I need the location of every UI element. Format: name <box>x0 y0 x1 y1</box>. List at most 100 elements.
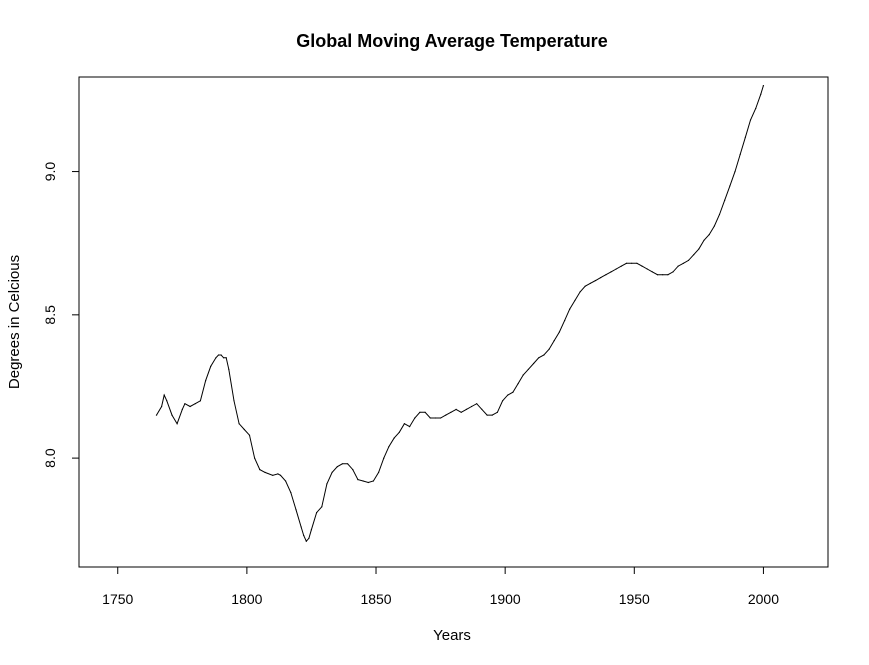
data-point <box>393 437 395 439</box>
data-point <box>419 411 421 413</box>
axis-ticks: 1750 1800 1850 1900 1950 2000 8.0 8.5 9.0 <box>42 162 779 607</box>
data-point <box>383 457 385 459</box>
data-point <box>471 405 473 408</box>
data-point <box>579 291 581 293</box>
data-point <box>595 279 597 282</box>
data-point <box>243 428 245 431</box>
data-point <box>184 403 186 405</box>
data-point <box>558 331 561 333</box>
data-point <box>341 463 343 465</box>
data-point <box>228 368 230 370</box>
data-point <box>496 411 498 413</box>
data-point <box>254 457 256 459</box>
data-point <box>589 282 592 284</box>
data-point <box>403 423 405 425</box>
data-point <box>215 357 217 359</box>
data-point <box>163 394 165 396</box>
data-point <box>429 417 431 419</box>
data-point <box>762 85 765 87</box>
data-point <box>682 262 685 264</box>
data-point <box>238 423 240 425</box>
data-point <box>434 417 436 419</box>
data-point <box>367 481 369 484</box>
data-point <box>708 234 710 236</box>
data-point <box>326 483 328 485</box>
data-point <box>693 254 695 256</box>
data-point <box>176 423 178 425</box>
data-point <box>739 153 741 155</box>
data-point <box>308 537 310 539</box>
data-point <box>491 414 493 416</box>
data-point <box>465 408 467 410</box>
data-point <box>233 400 235 402</box>
data-point <box>248 434 251 436</box>
data-point <box>316 511 318 514</box>
data-point <box>755 107 757 110</box>
data-point <box>744 136 747 138</box>
data-point <box>512 391 514 393</box>
data-point <box>225 357 227 359</box>
data-point <box>171 414 173 416</box>
data-point <box>502 400 504 402</box>
data-point <box>698 248 700 250</box>
data-point <box>199 400 201 402</box>
x-tick-label: 1950 <box>619 591 650 607</box>
data-point <box>357 479 359 481</box>
data-point <box>749 119 752 121</box>
data-point <box>687 259 690 261</box>
data-point <box>194 403 196 405</box>
data-point <box>724 199 726 201</box>
data-point <box>277 473 279 475</box>
data-point <box>760 93 762 95</box>
data-point <box>517 383 519 385</box>
data-point <box>388 446 390 448</box>
data-point <box>656 274 659 276</box>
data-point <box>713 225 716 227</box>
data-point <box>378 471 380 473</box>
data-point <box>564 320 566 322</box>
data-point <box>646 268 648 270</box>
data-point <box>553 340 555 342</box>
data-point <box>181 408 183 410</box>
data-point <box>543 354 545 356</box>
data-point <box>569 308 571 310</box>
data-point <box>189 405 191 408</box>
data-point <box>279 474 282 476</box>
data-point <box>205 380 207 382</box>
series-line <box>156 85 764 543</box>
data-point <box>445 414 447 416</box>
data-point <box>574 299 576 302</box>
data-point <box>641 265 643 267</box>
data-point <box>398 431 400 433</box>
data-point <box>625 262 628 264</box>
data-point <box>352 469 354 471</box>
data-point <box>734 171 736 173</box>
x-tick-label: 2000 <box>748 591 779 607</box>
data-point <box>455 408 457 410</box>
x-tick-label: 1900 <box>490 591 521 607</box>
x-axis-label: Years <box>433 627 471 644</box>
data-point <box>522 374 524 376</box>
data-point <box>336 466 338 468</box>
data-point <box>636 262 638 264</box>
data-point <box>372 480 374 482</box>
data-point <box>584 285 586 287</box>
data-point <box>259 469 261 471</box>
data-point <box>161 405 163 408</box>
data-point <box>486 414 488 416</box>
data-point <box>481 408 483 410</box>
data-point <box>272 474 274 476</box>
data-point <box>615 268 617 270</box>
x-tick-label: 1750 <box>102 591 133 607</box>
data-point <box>300 526 302 528</box>
data-point <box>703 239 705 241</box>
data-point <box>305 540 307 542</box>
data-point <box>321 506 323 508</box>
x-tick-label: 1800 <box>231 591 262 607</box>
data-point <box>667 274 669 276</box>
data-point <box>264 471 266 473</box>
data-point <box>610 271 612 273</box>
data-point <box>295 509 297 511</box>
data-point <box>651 271 654 273</box>
